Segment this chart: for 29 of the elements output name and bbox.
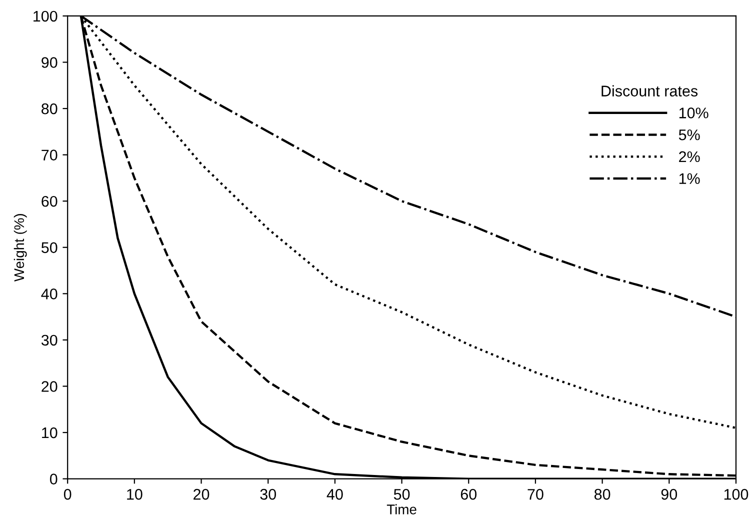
y-tick-label: 80: [42, 103, 58, 114]
x-tick-label: 30: [260, 488, 276, 500]
x-axis-title: Time: [386, 504, 416, 514]
legend-label: 10%: [679, 108, 708, 118]
x-tick-label: 0: [64, 488, 72, 500]
y-tick-label: 100: [34, 10, 58, 22]
legend-label: 5%: [678, 129, 700, 140]
x-tick-label: 90: [661, 488, 678, 500]
y-axis-title: Weight (%): [14, 214, 27, 282]
x-tick-label: 40: [326, 488, 343, 500]
y-tick-label: 90: [42, 57, 58, 68]
x-tick-label: 80: [594, 488, 610, 500]
y-tick-label: 0: [50, 474, 58, 484]
x-tick-label: 50: [394, 488, 410, 500]
x-tick-label: 70: [528, 488, 544, 500]
y-tick-label: 70: [42, 150, 58, 160]
legend-label: 1%: [679, 173, 700, 184]
legend-title: Discount rates: [602, 85, 698, 96]
y-tick-label: 40: [41, 288, 58, 300]
x-tick-label: 10: [127, 488, 142, 500]
y-tick-label: 50: [41, 242, 58, 254]
x-tick-label: 100: [724, 488, 748, 500]
y-tick-label: 30: [41, 334, 58, 346]
y-tick-label: 60: [42, 196, 58, 207]
y-tick-label: 10: [42, 427, 58, 438]
y-tick-label: 20: [42, 381, 58, 392]
x-tick-label: 60: [460, 488, 477, 500]
x-tick-label: 20: [194, 488, 210, 500]
legend-label: 2%: [679, 151, 700, 162]
